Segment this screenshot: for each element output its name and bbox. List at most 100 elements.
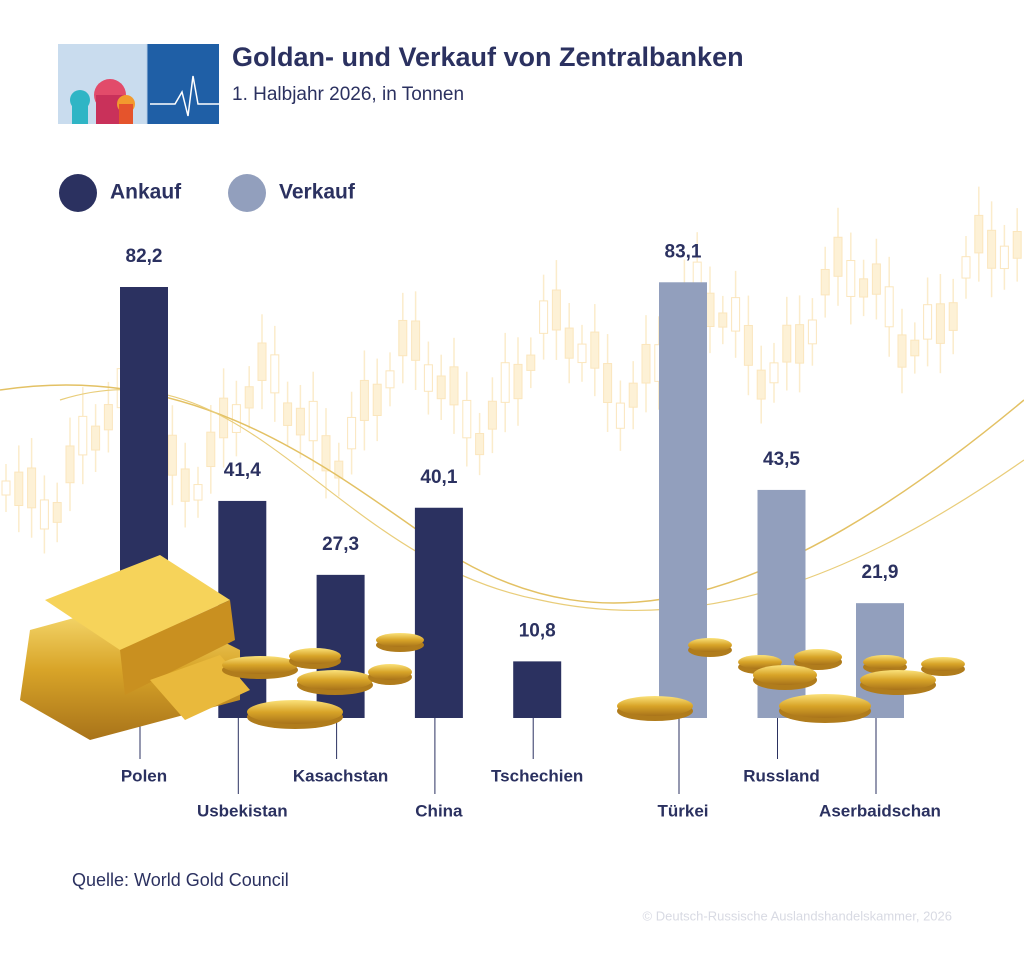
candle-body (398, 319, 408, 357)
candle-body (321, 435, 331, 472)
bar (414, 507, 463, 718)
candle-body (999, 245, 1009, 270)
coin (863, 655, 907, 669)
value-label: 82,2 (126, 246, 163, 267)
candle-body (334, 460, 344, 479)
candle-body (897, 334, 907, 368)
category-label: Kasachstan (293, 766, 388, 785)
value-label: 27,3 (322, 534, 359, 555)
candle-body (718, 312, 728, 328)
candle-body (628, 382, 638, 408)
source: Quelle: World Gold Council (72, 870, 289, 890)
candle-body (270, 354, 280, 394)
candle-body (974, 214, 984, 254)
candle-body (743, 324, 753, 366)
candle-body (91, 425, 101, 451)
candle-body (564, 327, 574, 359)
candle-body (756, 369, 766, 400)
candle-body (347, 416, 357, 450)
candle-body (807, 319, 817, 345)
candle-body (385, 370, 395, 389)
category-label: Türkei (657, 801, 708, 820)
candle-body (961, 256, 971, 279)
candle-body (705, 292, 715, 327)
candle-body (910, 339, 920, 357)
candle-body (308, 400, 318, 442)
value-label: 40,1 (420, 467, 457, 488)
candle-body (475, 432, 485, 456)
value-label: 43,5 (763, 449, 800, 470)
value-label: 83,1 (665, 241, 702, 262)
candle-body (846, 260, 856, 297)
bar (316, 574, 365, 718)
candle-body (103, 404, 113, 431)
category-label: Russland (743, 766, 820, 785)
candle-body (14, 471, 24, 506)
coin (779, 694, 871, 718)
chart-subtitle: 1. Halbjahr 2026, in Tonnen (232, 84, 464, 105)
candle-body (1, 480, 11, 496)
legend-swatch (228, 174, 266, 212)
bar (513, 661, 562, 718)
candle-body (615, 402, 625, 429)
candle-body (603, 363, 613, 403)
candle-body (423, 364, 433, 392)
credit: © Deutsch-Russische Auslandshandelskamme… (643, 908, 952, 923)
gold-bar (45, 555, 230, 650)
chart-title: Goldan- und Verkauf von Zentralbanken (232, 42, 744, 72)
category-label: Aserbaidschan (819, 801, 941, 820)
candle-body (731, 297, 741, 332)
coin (289, 648, 341, 664)
candle-body (244, 386, 254, 409)
candle-body (1012, 231, 1022, 259)
candle-body (935, 303, 945, 344)
candle-body (449, 366, 459, 406)
candle-body (539, 300, 549, 334)
candle-body (231, 404, 241, 433)
candle-body (551, 289, 561, 331)
candle-body (820, 268, 830, 296)
candle-body (283, 402, 293, 426)
candle-body (987, 229, 997, 269)
candle-body (193, 484, 203, 501)
coin (376, 633, 424, 647)
logo (58, 44, 219, 124)
candle-body (577, 343, 587, 364)
candle-body (782, 324, 792, 363)
candle-body (65, 445, 75, 484)
candle-body (462, 399, 472, 439)
candle-body (641, 343, 651, 384)
candle-body (39, 499, 49, 530)
coin (860, 670, 936, 690)
coin (688, 638, 732, 652)
coin (247, 700, 343, 724)
legend-swatch (59, 174, 97, 212)
value-label: 21,9 (862, 562, 899, 583)
coin (368, 664, 412, 680)
candle-body (372, 383, 382, 416)
candle-body (78, 415, 88, 456)
legend-label: Ankauf (110, 181, 182, 204)
candle-body (27, 467, 37, 509)
value-label: 41,4 (224, 460, 261, 481)
value-label: 10,8 (519, 620, 556, 641)
candle-body (436, 375, 446, 400)
candle-body (411, 320, 421, 361)
candle-body (206, 431, 216, 468)
candle-body (167, 434, 177, 476)
curve (59, 389, 1024, 612)
coin (753, 665, 817, 685)
category-label: Usbekistan (197, 801, 288, 820)
candle-body (500, 362, 510, 403)
candle-body (295, 407, 305, 436)
coin (794, 649, 842, 665)
candle-body (180, 468, 190, 502)
candle-body (871, 263, 881, 295)
coin (297, 670, 373, 690)
candle-body (859, 278, 869, 298)
candle-body (52, 502, 62, 523)
candle-body (526, 354, 536, 371)
coin (921, 657, 965, 671)
